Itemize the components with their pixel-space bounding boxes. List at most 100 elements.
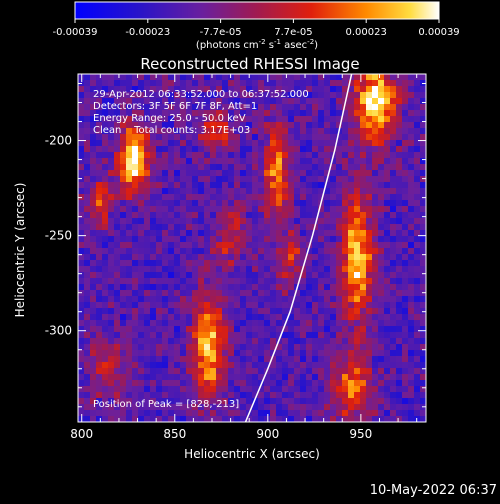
heatmap-cell — [210, 380, 217, 387]
heatmap-cell — [168, 380, 175, 387]
heatmap-cell — [258, 230, 265, 237]
heatmap-cell — [288, 416, 295, 422]
heatmap-cell — [282, 248, 289, 255]
heatmap-cell — [90, 302, 97, 309]
heatmap-cell — [390, 374, 397, 381]
heatmap-cell — [222, 296, 229, 303]
heatmap-cell — [228, 248, 235, 255]
heatmap-cell — [186, 398, 193, 405]
heatmap-cell — [312, 266, 319, 273]
heatmap-cell — [180, 206, 187, 213]
heatmap-cell — [156, 212, 163, 219]
heatmap-cell — [300, 194, 307, 201]
heatmap-cell — [288, 116, 295, 123]
heatmap-cell — [144, 284, 151, 291]
heatmap-cell — [324, 278, 331, 285]
heatmap-cell — [126, 284, 133, 291]
heatmap-cell — [90, 128, 97, 135]
heatmap-cell — [270, 224, 277, 231]
heatmap-cell — [84, 404, 91, 411]
heatmap-cell — [342, 410, 349, 417]
heatmap-cell — [228, 152, 235, 159]
heatmap-cell — [372, 302, 379, 309]
heatmap-cell — [318, 362, 325, 369]
heatmap-cell — [372, 248, 379, 255]
heatmap-cell — [108, 122, 115, 129]
heatmap-cell — [384, 380, 391, 387]
colorbar-tick-label: 0.00023 — [346, 27, 387, 38]
heatmap-cell — [360, 308, 367, 315]
heatmap-cell — [360, 152, 367, 159]
heatmap-cell — [342, 302, 349, 309]
heatmap-cell — [96, 206, 103, 213]
heatmap-cell — [102, 356, 109, 363]
heatmap-cell — [210, 236, 217, 243]
heatmap-cell — [342, 200, 349, 207]
heatmap-cell — [186, 200, 193, 207]
heatmap-cell — [366, 206, 373, 213]
heatmap-cell — [246, 122, 253, 129]
heatmap-cell — [120, 308, 127, 315]
heatmap-cell — [282, 218, 289, 225]
heatmap-cell — [306, 224, 313, 231]
heatmap-cell — [258, 278, 265, 285]
heatmap-cell — [420, 344, 426, 351]
heatmap-cell — [222, 170, 229, 177]
colorbar-unit-label: (photons cm-2 s-1 asec-2) — [196, 38, 318, 51]
heatmap-cell — [294, 350, 301, 357]
heatmap-cell — [354, 326, 361, 333]
heatmap-cell — [240, 362, 247, 369]
heatmap-cell — [348, 392, 355, 399]
heatmap-cell — [132, 224, 139, 231]
heatmap-cell — [240, 164, 247, 171]
heatmap-cell — [108, 356, 115, 363]
heatmap-cell — [102, 416, 109, 422]
heatmap-cell — [144, 236, 151, 243]
heatmap-cell — [396, 122, 403, 129]
heatmap-cell — [150, 332, 157, 339]
heatmap-cell — [330, 200, 337, 207]
heatmap-cell — [282, 302, 289, 309]
heatmap-cell — [258, 350, 265, 357]
heatmap-cell — [168, 230, 175, 237]
heatmap-cell — [108, 110, 115, 117]
heatmap-cell — [90, 146, 97, 153]
heatmap-cell — [204, 248, 211, 255]
heatmap-cell — [366, 194, 373, 201]
heatmap-cell — [150, 320, 157, 327]
heatmap-cell — [120, 362, 127, 369]
heatmap-cell — [150, 308, 157, 315]
heatmap-cell — [270, 158, 277, 165]
footer-timestamp: 10-May-2022 06:37 — [370, 483, 497, 498]
heatmap-cell — [174, 122, 181, 129]
heatmap-cell — [144, 74, 151, 81]
heatmap-cell — [342, 344, 349, 351]
heatmap-cell — [108, 350, 115, 357]
heatmap-cell — [204, 362, 211, 369]
heatmap-cell — [114, 98, 121, 105]
heatmap-cell — [114, 104, 121, 111]
heatmap-cell — [198, 92, 205, 99]
heatmap-cell — [222, 260, 229, 267]
heatmap-cell — [150, 338, 157, 345]
heatmap-cell — [168, 182, 175, 189]
heatmap-cell — [84, 194, 91, 201]
heatmap-cell — [300, 344, 307, 351]
heatmap-cell — [354, 134, 361, 141]
heatmap-cell — [204, 230, 211, 237]
heatmap-cell — [228, 314, 235, 321]
heatmap-cell — [240, 170, 247, 177]
heatmap-cell — [372, 368, 379, 375]
heatmap-cell — [330, 296, 337, 303]
heatmap-cell — [78, 242, 85, 249]
heatmap-cell — [360, 200, 367, 207]
heatmap-cell — [264, 224, 271, 231]
heatmap-cell — [204, 164, 211, 171]
heatmap-cell — [102, 290, 109, 297]
heatmap-cell — [354, 344, 361, 351]
heatmap-cell — [378, 218, 385, 225]
heatmap-cell — [372, 110, 379, 117]
heatmap-cell — [336, 344, 343, 351]
heatmap-cell — [102, 362, 109, 369]
heatmap-cell — [138, 266, 145, 273]
